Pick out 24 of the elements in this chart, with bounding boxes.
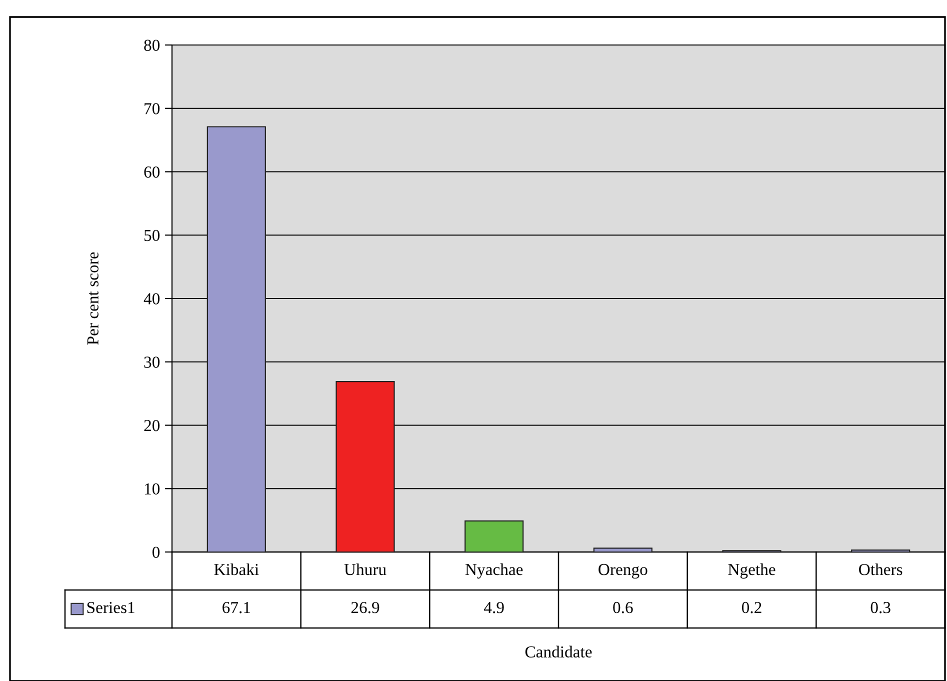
y-tick-label: 0 [152, 546, 160, 558]
y-tick-label: 10 [144, 483, 160, 495]
y-tick-label: 70 [144, 103, 160, 114]
y-tick-label: 50 [144, 230, 160, 242]
y-axis-title: Per cent score [87, 252, 98, 345]
y-tick-label: 20 [144, 420, 160, 432]
data-label: 67.1 [222, 602, 250, 614]
data-label: 0.3 [870, 602, 890, 614]
x-tick-label: Ngethe [728, 563, 776, 579]
y-tick-label: 60 [144, 166, 160, 178]
data-label: 26.9 [351, 602, 380, 614]
x-tick-label: Uhuru [344, 563, 386, 576]
y-tick-label: 80 [144, 40, 160, 51]
x-tick-label: Others [859, 563, 902, 576]
legend-label: Series1 [87, 602, 134, 614]
x-axis-title: Candidate [525, 646, 592, 658]
x-tick-label: Orengo [598, 564, 648, 579]
x-tick-label: Kibaki [214, 563, 259, 576]
x-tick-label: Nyachae [465, 563, 523, 579]
data-label: 4.9 [484, 602, 504, 614]
y-tick-label: 30 [144, 356, 160, 368]
data-label: 0.6 [613, 602, 633, 614]
data-label: 0.2 [742, 602, 762, 614]
y-tick-label: 40 [144, 293, 160, 304]
